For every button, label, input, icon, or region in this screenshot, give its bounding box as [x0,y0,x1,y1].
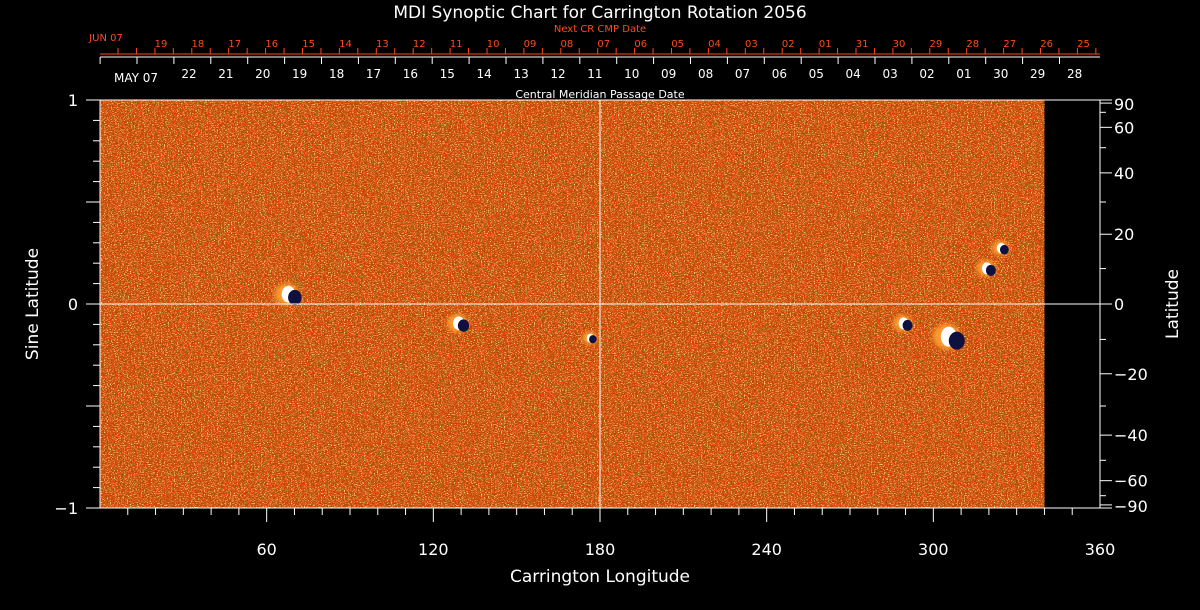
y-tick-label-right: −40 [1114,426,1148,445]
next-cr-date-label: 15 [302,39,315,50]
left-axis-label: Sine Latitude [23,248,43,360]
active-region [932,323,965,350]
active-region [991,240,1009,256]
next-cr-date-label: 19 [155,39,168,50]
cmp-date-label: 29 [1030,67,1045,81]
next-cr-axis-label: Next CR CMP Date [554,24,646,35]
x-tick-label: 120 [418,540,449,559]
negative-polarity-spot [999,244,1009,255]
left-axis: 1 0 −1 [54,91,100,518]
next-cr-date-label: 06 [634,39,647,50]
negative-polarity-spot [457,319,470,332]
y-tick-label-right: 20 [1114,225,1134,244]
next-cr-date-label: 08 [561,39,574,50]
cmp-date-label: 16 [403,67,418,81]
x-tick-label: 360 [1085,540,1116,559]
cmp-date-label: 14 [477,67,492,81]
y-tick-label-left: 0 [68,295,78,314]
active-region [582,331,598,345]
next-cr-date-label: 25 [1077,39,1090,50]
cmp-axis-label: Central Meridian Passage Date [515,88,684,101]
next-cr-date-label: 14 [339,39,352,50]
next-cr-date-label: 02 [782,39,795,50]
next-cr-first-label: JUN 07 [88,33,123,44]
chart-title: MDI Synoptic Chart for Carrington Rotati… [393,3,806,23]
y-tick-label-right: −20 [1114,365,1148,384]
next-cr-date-label: 12 [413,39,426,50]
cmp-first-label: MAY 07 [114,71,158,85]
active-region [447,313,470,333]
cmp-date-label: 28 [1067,67,1082,81]
cmp-date-label: 17 [366,67,381,81]
right-axis: 90 60 40 20 0 −20 −40 −60 −90 [1100,95,1148,516]
y-tick-label-right: 60 [1114,118,1134,137]
next-cr-date-label: 27 [1003,39,1016,50]
cmp-date-label: 19 [292,67,307,81]
y-tick-label-right: 40 [1114,164,1134,183]
x-tick-label: 60 [256,540,276,559]
negative-polarity-spot [902,319,913,331]
cmp-date-label: 08 [698,67,713,81]
next-cr-date-label: 01 [819,39,832,50]
next-cr-date-label: 16 [265,39,278,50]
next-cr-date-label: 30 [893,39,906,50]
cmp-date-label: 30 [993,67,1008,81]
cmp-date-label: 18 [329,67,344,81]
active-region [893,314,913,332]
next-cr-date-label: 13 [376,39,389,50]
cmp-date-axis: MAY 07 22 21 20 19 18 17 16 15 14 13 12 11 10 09 08 07 06… [99,56,1100,85]
cmp-date-label: 15 [440,67,455,81]
cmp-date-label: 20 [255,67,270,81]
next-cr-date-label: 09 [524,39,537,50]
next-cr-date-label: 11 [450,39,463,50]
next-cr-date-axis: JUN 07 19 18 17 16 15 14 13 12 11 10 09 08 07 06 05 04 03… [88,33,1100,55]
next-cr-date-label: 10 [487,39,500,50]
cmp-date-label: 03 [882,67,897,81]
negative-polarity-spot [288,289,302,306]
next-cr-date-label: 29 [930,39,943,50]
y-tick-label-right: −60 [1114,472,1148,491]
cmp-date-label: 10 [624,67,639,81]
right-axis-label: Latitude [1163,269,1183,339]
next-cr-date-label: 18 [192,39,205,50]
y-tick-label-right: 0 [1114,295,1124,314]
next-cr-date-label: 26 [1040,39,1053,50]
y-tick-label-left: −1 [54,499,78,518]
next-cr-date-label: 04 [708,39,721,50]
cmp-date-label: 04 [846,67,861,81]
cmp-date-label: 06 [772,67,787,81]
y-tick-label-right: 90 [1114,95,1134,114]
cmp-date-label: 09 [661,67,676,81]
cmp-date-label: 05 [809,67,824,81]
active-region [274,283,302,306]
cmp-date-label: 02 [919,67,934,81]
next-cr-date-label: 31 [856,39,869,50]
x-tick-label: 240 [751,540,782,559]
next-cr-date-label: 07 [597,39,610,50]
cmp-date-label: 12 [550,67,565,81]
cmp-date-label: 13 [513,67,528,81]
cmp-date-label: 22 [181,67,196,81]
cmp-date-label: 21 [218,67,233,81]
active-region [976,259,996,277]
bottom-axis: 60 120 180 240 300 360 [127,508,1116,559]
y-tick-label-right: −90 [1114,497,1148,516]
cmp-date-label: 07 [735,67,750,81]
cmp-date-label: 01 [956,67,971,81]
x-tick-label: 180 [585,540,616,559]
next-cr-date-label: 28 [966,39,979,50]
cmp-date-label: 11 [587,67,602,81]
y-tick-label-left: 1 [68,91,78,110]
next-cr-date-label: 03 [745,39,758,50]
negative-polarity-spot [589,335,597,344]
next-cr-date-label: 05 [671,39,684,50]
negative-polarity-spot [948,331,965,350]
next-cr-date-label: 17 [228,39,241,50]
x-tick-label: 300 [918,540,949,559]
negative-polarity-spot [985,264,996,276]
x-axis-label: Carrington Longitude [510,567,690,587]
